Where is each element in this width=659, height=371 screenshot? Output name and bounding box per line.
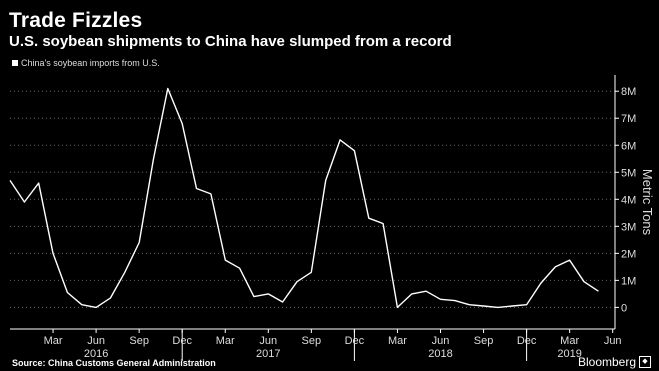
chart-title: Trade Fizzles — [9, 9, 143, 32]
x-year-label: 2018 — [428, 348, 452, 360]
labels-group: 0 1M 2M 3M 4M 5M 6M 7M 8M Metric Tons Mar Jun Sep Dec… — [44, 86, 655, 360]
bloomberg-logo-icon: ◆ — [639, 356, 651, 368]
legend-label: China's soybean imports from U.S. — [21, 58, 160, 68]
marks-group — [9, 87, 599, 309]
chart-subtitle: U.S. soybean shipments to China have slu… — [9, 33, 452, 50]
x-tick-label: Mar — [560, 335, 579, 347]
x-year-label: 2017 — [256, 348, 280, 360]
x-tick-label: Mar — [44, 335, 63, 347]
y-tick-label: 5M — [621, 167, 636, 179]
y-axis-title: Metric Tons — [640, 169, 655, 236]
y-tick-label: 4M — [621, 194, 636, 206]
y-tick-label: 0 — [621, 302, 627, 314]
x-tick-label: Sep — [474, 335, 494, 347]
axes-group — [10, 75, 619, 361]
y-tick-label: 8M — [621, 86, 636, 98]
x-tick-label: Dec — [517, 335, 537, 347]
y-tick-label: 6M — [621, 140, 636, 152]
y-tick-label: 1M — [621, 275, 636, 287]
x-tick-label: Mar — [388, 335, 407, 347]
y-tick-label: 3M — [621, 221, 636, 233]
series-line — [9, 87, 599, 309]
x-tick-label: Mar — [216, 335, 235, 347]
x-tick-label: Jun — [432, 335, 450, 347]
x-tick-label: Sep — [129, 335, 149, 347]
x-tick-label: Sep — [302, 335, 322, 347]
source-note: Source: China Customs General Administra… — [12, 358, 216, 368]
x-tick-label: Jun — [604, 335, 622, 347]
x-tick-label: Dec — [172, 335, 192, 347]
x-year-label: 2019 — [557, 348, 581, 360]
legend-swatch — [12, 60, 18, 66]
legend: China's soybean imports from U.S. — [12, 58, 160, 68]
grid-group — [10, 90, 615, 308]
x-tick-label: Jun — [259, 335, 277, 347]
y-tick-label: 2M — [621, 248, 636, 260]
y-tick-label: 7M — [621, 113, 636, 125]
brand-label: Bloomberg — [577, 355, 636, 369]
brand: Bloomberg ◆ — [578, 355, 651, 369]
x-tick-label: Jun — [87, 335, 105, 347]
x-year-label: 2016 — [84, 348, 108, 360]
x-tick-label: Dec — [345, 335, 365, 347]
